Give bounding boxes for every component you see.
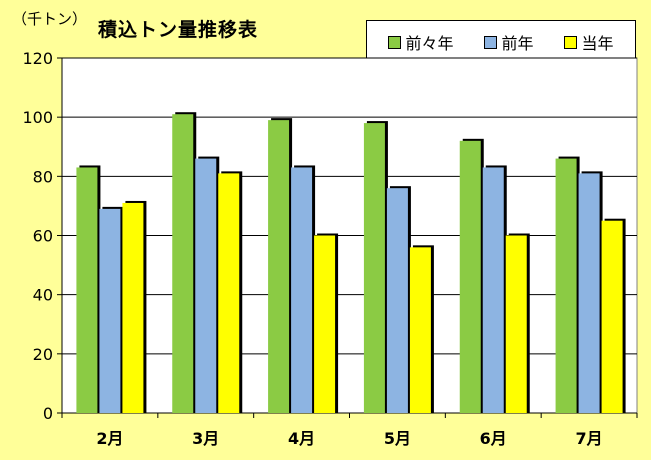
bar-2-5 [601,220,623,413]
y-tick-label-2: 40 [33,286,53,305]
chart-legend: 前々年 前年 当年 [366,20,636,64]
x-tick-label-5: 7月 [576,429,603,448]
x-tick-label-2: 4月 [288,429,315,448]
bar-2-1 [218,173,240,413]
bar-0-4 [459,140,481,414]
bar-0-1 [172,114,194,413]
bar-0-0 [76,167,98,413]
bar-1-3 [386,188,408,413]
bar-1-2 [291,167,313,413]
legend-swatch-series-1 [484,35,498,49]
y-tick-label-6: 120 [22,49,53,68]
legend-swatch-series-0 [388,35,402,49]
legend-label-series-0: 前々年 [405,34,454,53]
y-tick-label-5: 100 [22,108,53,127]
bar-1-4 [482,167,504,413]
bar-2-4 [505,235,527,413]
y-tick-label-3: 60 [33,227,53,246]
legend-swatch-series-2 [564,35,578,49]
bar-1-0 [99,208,121,413]
y-tick-label-0: 0 [43,404,53,423]
y-unit-label: （千トン） [12,10,88,28]
legend-item-series-0: 前々年 [388,30,454,54]
y-tick-label-1: 20 [33,345,53,364]
chart-title: 積込トン量推移表 [98,19,259,41]
bar-1-1 [195,158,217,413]
legend-item-series-1: 前年 [484,30,534,54]
bar-2-3 [409,247,431,413]
bar-2-2 [314,235,336,413]
legend-label-series-1: 前年 [501,34,534,53]
legend-label-series-2: 当年 [581,34,614,53]
y-tick-label-4: 80 [33,167,53,186]
bar-2-0 [122,202,144,413]
x-tick-label-4: 6月 [480,429,507,448]
x-tick-label-0: 2月 [96,429,123,448]
legend-item-series-2: 当年 [564,30,614,54]
x-tick-label-1: 3月 [192,429,219,448]
bar-0-3 [363,123,385,413]
bar-0-5 [555,158,577,413]
x-tick-label-3: 5月 [384,429,411,448]
bar-1-5 [578,173,600,413]
bar-0-2 [268,120,290,413]
